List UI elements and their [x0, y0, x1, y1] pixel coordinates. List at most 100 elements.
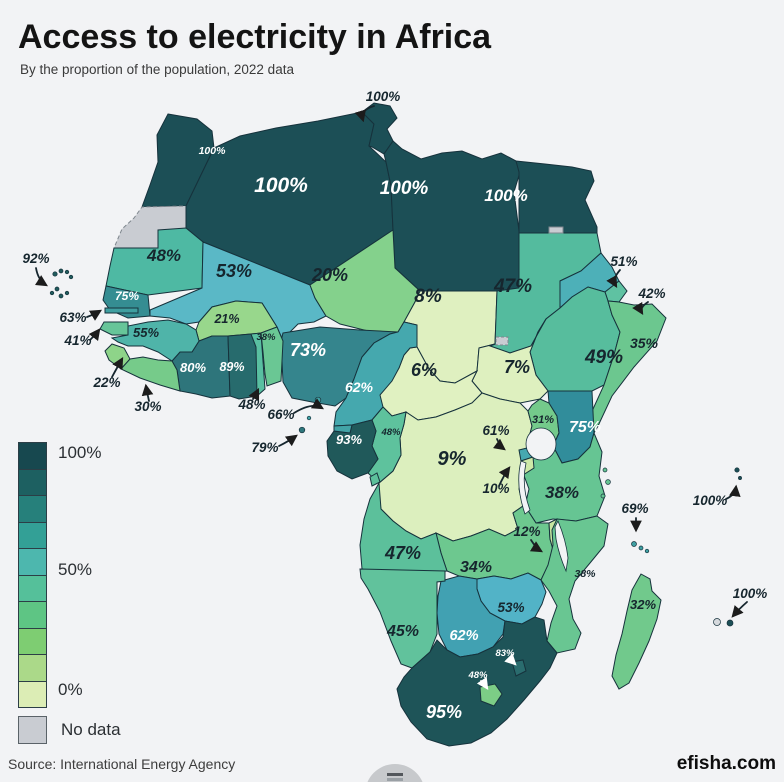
- annotation-seychelles: 100%: [693, 493, 728, 508]
- label-zimbabwe: 53%: [497, 600, 524, 615]
- arrow-seychelles: [725, 484, 741, 500]
- arrow-equatorial_guinea: [293, 398, 325, 414]
- legend-step-6: [18, 601, 47, 629]
- annotation-comoros: 69%: [621, 501, 648, 516]
- legend-step-7: [18, 627, 47, 655]
- annotation-mauritius: 100%: [733, 586, 768, 601]
- lake: [518, 460, 531, 515]
- arrow-eritrea: [606, 269, 621, 289]
- label-south_sudan: 7%: [504, 357, 530, 377]
- annotation-rwanda: 61%: [482, 423, 509, 438]
- island-cape_verde: [58, 293, 64, 299]
- arrow-sao_tome: [278, 434, 298, 447]
- label-senegal: 75%: [115, 289, 139, 303]
- country-shapes: [49, 102, 742, 747]
- label-car: 6%: [411, 360, 437, 380]
- annotation-sao_tome: 79%: [251, 440, 278, 455]
- lakes: [518, 427, 569, 573]
- label-angola: 47%: [384, 543, 421, 563]
- annotation-burundi: 10%: [482, 481, 509, 496]
- island-cape_verde: [49, 290, 55, 296]
- island-tanzania: [605, 479, 611, 485]
- island-reunion: [713, 618, 721, 626]
- label-sudan: 47%: [493, 276, 532, 297]
- legend-color-scale: [18, 442, 47, 708]
- page-title: Access to electricity in Africa: [18, 18, 492, 56]
- island-tanzania: [600, 493, 606, 499]
- country-equatorial_guinea: [333, 424, 353, 434]
- legend-label-100: 100%: [58, 443, 102, 462]
- arrow-mauritius: [731, 601, 748, 618]
- island-comoros: [638, 545, 644, 551]
- label-mozambique: 38%: [574, 568, 596, 580]
- country-togo: [250, 332, 266, 398]
- country-mozambique: [540, 515, 609, 654]
- label-algeria: 100%: [254, 174, 308, 197]
- label-zambia: 34%: [460, 559, 492, 576]
- island-equatorial_guinea: [306, 415, 312, 421]
- label-cameroon: 62%: [345, 379, 374, 395]
- label-madagascar: 32%: [630, 597, 656, 612]
- country-labels: 100% 100% 100% 100% 100% 48% 53% 20% 8% 47% 51% 42%…: [22, 89, 767, 722]
- label-congo: 48%: [380, 427, 401, 438]
- country-liberia: [120, 356, 181, 392]
- annotation-eswatini: 83%: [495, 648, 515, 659]
- annotation-djibouti: 42%: [637, 286, 665, 301]
- arrow-lesotho: [476, 676, 489, 690]
- island-cape_verde: [58, 268, 64, 274]
- arrow-liberia: [141, 383, 154, 402]
- annotation-malawi: 12%: [513, 524, 540, 539]
- label-somalia: 35%: [630, 335, 659, 351]
- island-cape_verde: [68, 274, 74, 280]
- island-mauritius: [726, 619, 734, 627]
- source-credit: Source: International Energy Agency: [8, 756, 236, 772]
- country-guinea: [110, 319, 200, 362]
- annotation-liberia: 30%: [134, 399, 161, 414]
- label-guinea: 55%: [133, 325, 159, 340]
- label-libya: 100%: [380, 178, 429, 199]
- lake: [554, 520, 569, 573]
- arrow-cape_verde: [34, 267, 48, 287]
- annotation-togo: 48%: [237, 397, 265, 412]
- arrow-eswatini: [504, 653, 517, 666]
- label-niger: 20%: [311, 265, 348, 285]
- label-chad: 8%: [414, 286, 442, 307]
- legend-step-0: [18, 442, 47, 470]
- label-civ: 80%: [180, 360, 206, 375]
- label-morocco: 100%: [199, 145, 227, 157]
- brand-watermark: efisha.com: [676, 753, 776, 774]
- label-south_africa: 95%: [426, 702, 462, 722]
- annotation-eritrea: 51%: [610, 254, 637, 269]
- country-angola: [369, 472, 381, 487]
- island-cape_verde: [64, 290, 70, 296]
- menu-icon: [387, 778, 403, 781]
- country-gambia: [104, 307, 139, 314]
- legend-step-3: [18, 521, 47, 549]
- arrow-togo: [248, 387, 260, 401]
- label-ghana: 89%: [219, 360, 244, 374]
- country-benin: [260, 326, 284, 387]
- country-egypt: [515, 160, 598, 234]
- no-data-label: No data: [61, 720, 121, 739]
- arrow-tunisia: [354, 105, 375, 123]
- legend-step-2: [18, 495, 47, 523]
- label-uganda: 31%: [532, 414, 554, 426]
- label-botswana: 62%: [449, 628, 478, 644]
- annotation-guinea_bissau: 41%: [63, 333, 91, 348]
- label-egypt: 100%: [484, 186, 527, 205]
- country-madagascar: [611, 573, 662, 690]
- legend-step-9: [18, 680, 47, 708]
- lake: [525, 427, 557, 461]
- annotation-tunisia: 100%: [366, 89, 401, 104]
- annotation-equatorial_guinea: 66%: [267, 407, 294, 422]
- annotation-lesotho: 48%: [467, 670, 488, 681]
- island-cape_verde: [52, 271, 58, 277]
- label-benin: 38%: [256, 332, 276, 343]
- page-subtitle: By the proportion of the population, 202…: [20, 62, 294, 77]
- island-comoros: [631, 541, 637, 547]
- scroll-button[interactable]: [365, 764, 425, 782]
- island-tanzania: [602, 467, 608, 473]
- arrow-gambia: [86, 309, 103, 321]
